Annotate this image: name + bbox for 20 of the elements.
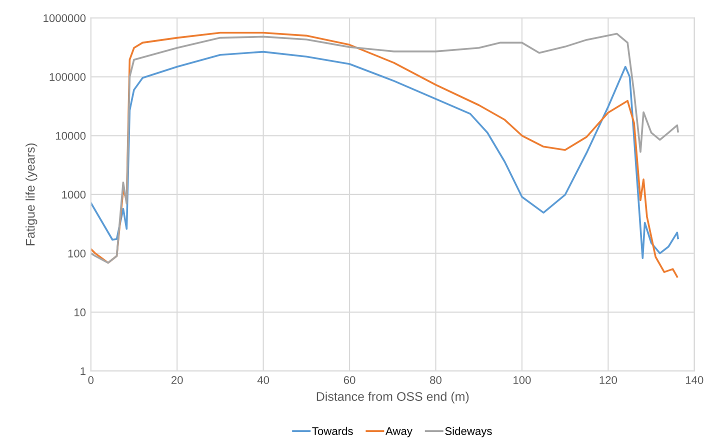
y-tick-label: 1000 (62, 190, 86, 199)
y-tick-label: 10 (74, 308, 86, 316)
y-tick-label: 100000 (50, 73, 86, 81)
x-tick-label: 100 (514, 376, 531, 384)
legend-label: Sideways (445, 426, 492, 438)
x-tick-label: 140 (686, 376, 704, 384)
x-tick-label: 40 (257, 376, 270, 384)
legend-label: Away (386, 427, 412, 438)
y-tick-label: 1 (80, 367, 86, 376)
x-tick-label: 0 (88, 376, 94, 384)
y-tick-label: 1000000 (44, 14, 86, 22)
y-tick-label: 10000 (56, 132, 86, 140)
y-axis-title: Fatigue life (years) (26, 143, 38, 246)
y-tick-label: 100 (68, 250, 86, 258)
x-axis-title: Distance from OSS end (m) (316, 392, 469, 404)
x-tick-label: 80 (430, 376, 442, 384)
x-tick-label: 20 (171, 376, 183, 384)
legend-label: Towards (312, 426, 353, 436)
x-tick-label: 120 (600, 376, 617, 384)
x-tick-label: 60 (344, 376, 356, 384)
